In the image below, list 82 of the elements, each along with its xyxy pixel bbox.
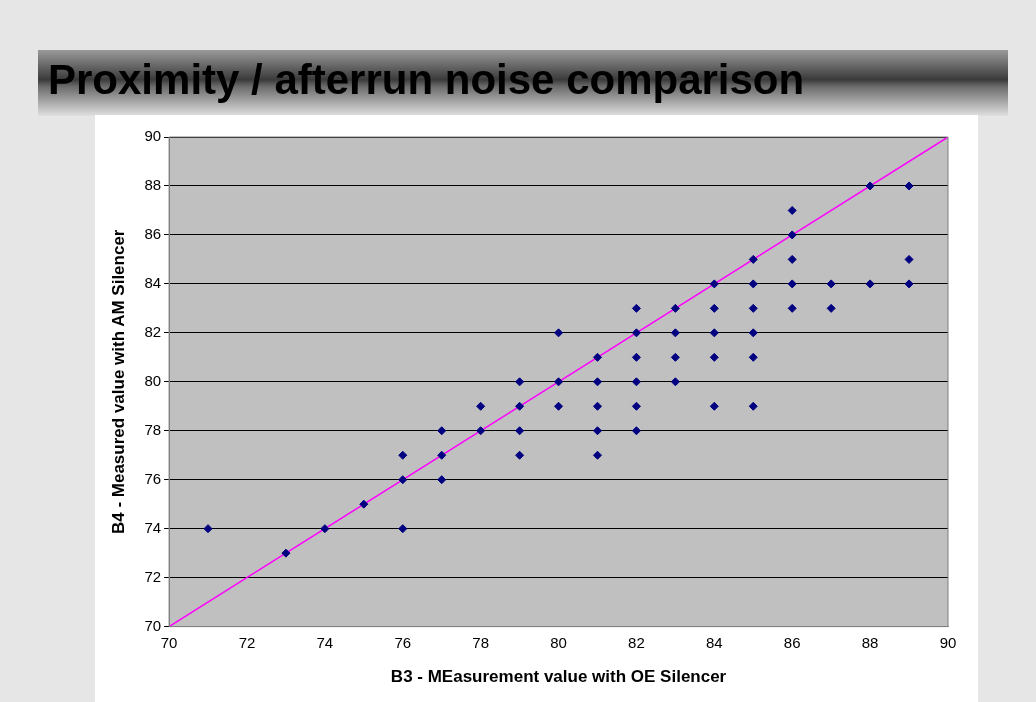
point — [476, 401, 486, 411]
point — [476, 426, 486, 436]
point — [398, 524, 408, 534]
point — [748, 303, 758, 313]
point — [709, 279, 719, 289]
point — [631, 328, 641, 338]
point — [709, 352, 719, 362]
point — [748, 254, 758, 264]
y-tick-label: 90 — [144, 127, 162, 145]
point — [437, 450, 447, 460]
point — [787, 205, 797, 215]
point — [787, 279, 797, 289]
y-tick-label: 82 — [144, 322, 162, 340]
point — [592, 352, 602, 362]
x-tick-label: 88 — [861, 633, 879, 651]
point — [787, 254, 797, 264]
point — [398, 450, 408, 460]
point — [787, 230, 797, 240]
x-tick-label: 78 — [472, 633, 489, 651]
point — [748, 328, 758, 338]
point — [826, 303, 836, 313]
y-tick-label: 70 — [144, 616, 162, 634]
point — [904, 181, 914, 191]
point — [359, 499, 369, 509]
point — [904, 254, 914, 264]
point — [437, 475, 447, 485]
point — [515, 450, 525, 460]
x-tick-label: 74 — [316, 633, 334, 651]
y-tick-label: 78 — [144, 420, 162, 438]
x-tick-label: 82 — [628, 633, 645, 651]
point — [554, 328, 564, 338]
point — [670, 377, 680, 387]
point — [554, 401, 564, 411]
point — [748, 279, 758, 289]
point — [709, 303, 719, 313]
point — [748, 352, 758, 362]
point — [592, 450, 602, 460]
x-tick-label: 70 — [160, 633, 178, 651]
point — [826, 279, 836, 289]
point — [592, 401, 602, 411]
y-tick-label: 72 — [144, 567, 162, 585]
point — [592, 377, 602, 387]
y-tick-label: 86 — [144, 225, 162, 243]
point — [203, 524, 213, 534]
y-tick-label: 88 — [144, 176, 162, 194]
x-tick-label: 80 — [550, 633, 567, 651]
point — [515, 377, 525, 387]
point — [515, 426, 525, 436]
point — [398, 475, 408, 485]
point — [437, 426, 447, 436]
point — [515, 401, 525, 411]
y-axis-title: B4 - Measured value with AM Silencer — [108, 229, 128, 535]
point — [787, 303, 797, 313]
point — [281, 548, 291, 558]
point — [670, 352, 680, 362]
y-tick-label: 80 — [144, 371, 162, 389]
point — [631, 377, 641, 387]
point — [709, 328, 719, 338]
y-tick-label: 74 — [144, 518, 162, 536]
point — [865, 181, 875, 191]
point — [631, 401, 641, 411]
point — [670, 328, 680, 338]
point — [748, 401, 758, 411]
point — [631, 352, 641, 362]
x-tick-label: 84 — [705, 633, 723, 651]
point — [554, 377, 564, 387]
x-tick-label: 76 — [394, 633, 412, 651]
point — [709, 401, 719, 411]
point — [670, 303, 680, 313]
point — [631, 426, 641, 436]
point — [865, 279, 875, 289]
point — [631, 303, 641, 313]
point — [904, 279, 914, 289]
x-tick-label: 90 — [939, 633, 957, 651]
x-tick-label: 72 — [238, 633, 256, 651]
x-tick-label: 86 — [783, 633, 801, 651]
point — [320, 524, 330, 534]
point — [592, 426, 602, 436]
chart-title: Proximity / afterrun noise comparison — [48, 56, 805, 104]
y-tick-label: 84 — [144, 274, 162, 292]
y-tick-label: 76 — [144, 469, 162, 487]
x-axis-title: B3 - MEasurement value with OE Silencer — [390, 667, 727, 687]
